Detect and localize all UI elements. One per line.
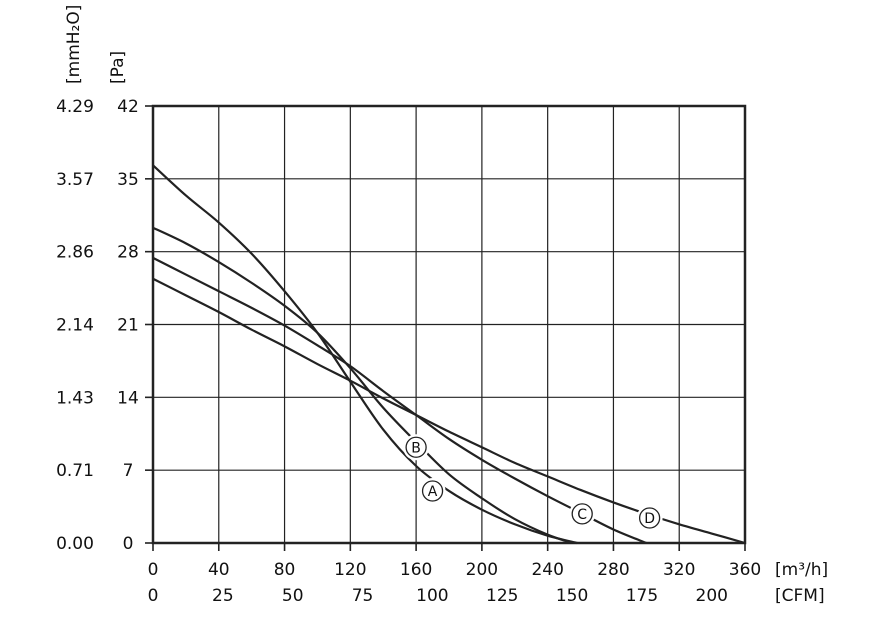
series-line-c [152,256,647,545]
x-tick-label-cfm: 0 [148,586,159,606]
y-tick-label-pa: 14 [117,388,139,408]
grid [153,106,745,543]
series-line-a [152,164,578,545]
x-tick-label-m3h: 320 [663,560,695,580]
series-line-d [152,277,746,545]
x-tick-label-m3h: 360 [729,560,761,580]
x-tick-label-cfm: 200 [696,586,728,606]
x-tick-label-cfm: 100 [416,586,448,606]
y-tick-label-pa: 21 [117,316,139,336]
y-tick-label-pa: 0 [123,534,134,554]
x-tick-label-m3h: 200 [466,560,498,580]
curve-label-circle [571,503,593,525]
curve-label-c: C [577,507,587,523]
y-unit-label-mmh2o: [mmH₂O] [64,5,84,84]
curve-label-bg [419,477,446,504]
x-tick-label-m3h: 0 [148,560,159,580]
x-tick-label-cfm: 175 [626,586,658,606]
curve-label-d: D [644,511,655,527]
curve-label-bg [569,500,596,527]
x-unit-label-m3h: [m³/h] [775,560,828,580]
x-unit-label-cfm: [CFM] [775,586,825,606]
y-tick-label-mmh2o: 4.29 [56,97,94,117]
x-tick-label-m3h: 40 [208,560,230,580]
y-unit-label-pa: [Pa] [108,51,128,84]
x-tick-label-cfm: 125 [486,586,518,606]
y-tick-label-mmh2o: 0.00 [56,534,94,554]
x-tick-label-m3h: 280 [597,560,629,580]
y-tick-label-mmh2o: 2.86 [56,243,94,263]
y-tick-label-mmh2o: 0.71 [56,461,94,481]
series-line-b [152,226,573,545]
x-tick-label-m3h: 240 [531,560,563,580]
curve-label-a: A [428,484,438,500]
x-tick-label-m3h: 160 [400,560,432,580]
curve-label-bg [403,434,430,461]
x-tick-label-cfm: 50 [282,586,304,606]
y-tick-label-mmh2o: 1.43 [56,388,94,408]
y-tick-label-pa: 28 [117,243,139,263]
curve-label-b: B [411,440,421,456]
curve-label-bg [636,505,663,532]
x-tick-label-m3h: 120 [334,560,366,580]
y-tick-label-mmh2o: 2.14 [56,316,94,336]
curve-label-circle [421,480,444,502]
x-tick-label-m3h: 80 [274,560,296,580]
x-tick-label-cfm: 150 [556,586,588,606]
y-tick-label-mmh2o: 3.57 [56,170,94,190]
y-tick-label-pa: 35 [117,170,139,190]
y-tick-label-pa: 42 [117,97,139,117]
curve-label-circle [405,436,427,458]
x-tick-label-cfm: 75 [352,586,374,606]
x-tick-label-cfm: 25 [212,586,234,606]
y-tick-label-pa: 7 [123,461,134,481]
curve-label-circle [638,507,661,529]
curves [152,164,746,545]
